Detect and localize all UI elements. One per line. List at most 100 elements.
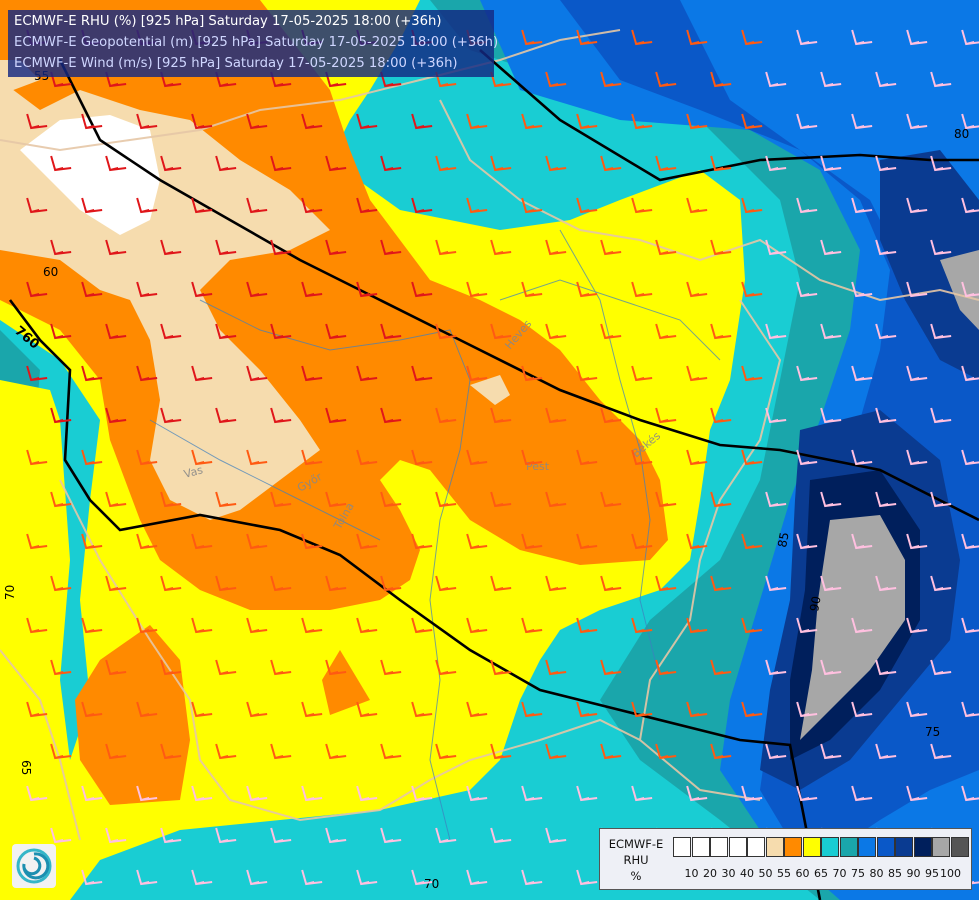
wind-barb	[820, 743, 842, 760]
wind-barb	[490, 659, 512, 676]
wind-barb	[191, 617, 213, 634]
wind-barb	[380, 323, 402, 340]
wind-barb	[435, 407, 457, 424]
wind-barb	[765, 407, 787, 424]
wind-barb	[435, 491, 457, 508]
wind-barb	[655, 575, 677, 592]
wind-barb	[490, 743, 512, 760]
wind-barb	[191, 701, 213, 718]
label-rhu-65: 65	[19, 760, 33, 775]
wind-barb	[631, 785, 653, 802]
wind-barb	[631, 701, 653, 718]
wind-barb	[136, 617, 158, 634]
wind-barb	[411, 449, 433, 466]
wind-barb	[875, 743, 897, 760]
wind-barb	[380, 407, 402, 424]
wind-barb	[270, 155, 292, 172]
wind-barb	[270, 827, 292, 844]
wind-barb	[600, 71, 622, 88]
wind-barb	[521, 365, 543, 382]
wind-barb	[710, 491, 732, 508]
wind-barb	[961, 197, 979, 214]
wind-barb	[380, 155, 402, 172]
wind-barb	[930, 239, 952, 256]
wind-barb	[906, 29, 928, 46]
wind-barb	[270, 743, 292, 760]
wind-barb	[796, 281, 818, 298]
wind-barb	[50, 575, 72, 592]
wind-barb	[136, 785, 158, 802]
wind-barb	[215, 239, 237, 256]
legend-tick: 95	[925, 867, 939, 880]
wind-barb	[686, 617, 708, 634]
wind-barb	[655, 323, 677, 340]
wind-barb	[215, 575, 237, 592]
wind-barb	[631, 197, 653, 214]
wind-barb	[521, 701, 543, 718]
wind-barb	[50, 491, 72, 508]
legend-swatch	[747, 837, 765, 857]
wind-barb	[875, 491, 897, 508]
wind-barb	[466, 533, 488, 550]
wind-barb	[796, 365, 818, 382]
wind-barb	[356, 533, 378, 550]
wind-barb	[820, 71, 842, 88]
wind-barb	[851, 29, 873, 46]
wind-barb	[301, 365, 323, 382]
wind-barb	[765, 239, 787, 256]
wind-barb	[906, 281, 928, 298]
wind-barb	[796, 113, 818, 130]
wind-barb	[26, 449, 48, 466]
wind-barb	[930, 323, 952, 340]
wind-barb	[466, 281, 488, 298]
wind-barb	[655, 239, 677, 256]
wind-barb	[26, 617, 48, 634]
wind-barb	[521, 113, 543, 130]
wind-barb	[380, 491, 402, 508]
wind-barb	[576, 701, 598, 718]
wind-barb	[796, 29, 818, 46]
wind-barb	[655, 155, 677, 172]
legend-swatch	[802, 837, 821, 857]
wind-barb	[136, 281, 158, 298]
wind-barb	[215, 827, 237, 844]
wind-barb	[50, 743, 72, 760]
wind-barb	[26, 533, 48, 550]
legend-swatch	[932, 837, 950, 857]
wind-barb	[411, 701, 433, 718]
wind-barb	[301, 533, 323, 550]
wind-barb	[356, 197, 378, 214]
wind-barb	[820, 155, 842, 172]
wind-barb	[930, 575, 952, 592]
legend-tick: 60	[795, 867, 810, 880]
wind-barb	[81, 617, 103, 634]
wind-barb	[600, 575, 622, 592]
wind-barb	[710, 407, 732, 424]
wind-barb	[325, 827, 347, 844]
wind-barb	[136, 197, 158, 214]
wind-barb	[215, 323, 237, 340]
wind-barb	[741, 113, 763, 130]
wind-barb	[820, 659, 842, 676]
legend-swatch	[784, 837, 802, 857]
wind-barb	[215, 659, 237, 676]
legend-swatch	[691, 837, 710, 857]
wind-barb	[356, 617, 378, 634]
wind-barb	[545, 575, 567, 592]
wind-barb	[631, 29, 653, 46]
legend-tick: 20	[703, 867, 717, 880]
wind-barb	[411, 617, 433, 634]
label-rhu-80: 80	[954, 127, 969, 141]
wind-barb	[191, 869, 213, 886]
wind-barb	[741, 533, 763, 550]
wind-barb	[490, 239, 512, 256]
wind-barb	[246, 533, 268, 550]
wind-barb	[356, 281, 378, 298]
wind-barb	[50, 827, 72, 844]
wind-barb	[851, 113, 873, 130]
wind-barb	[246, 869, 268, 886]
rhu-60-area-sw	[75, 625, 190, 805]
legend-tick: 50	[758, 867, 773, 880]
wind-barb	[325, 239, 347, 256]
